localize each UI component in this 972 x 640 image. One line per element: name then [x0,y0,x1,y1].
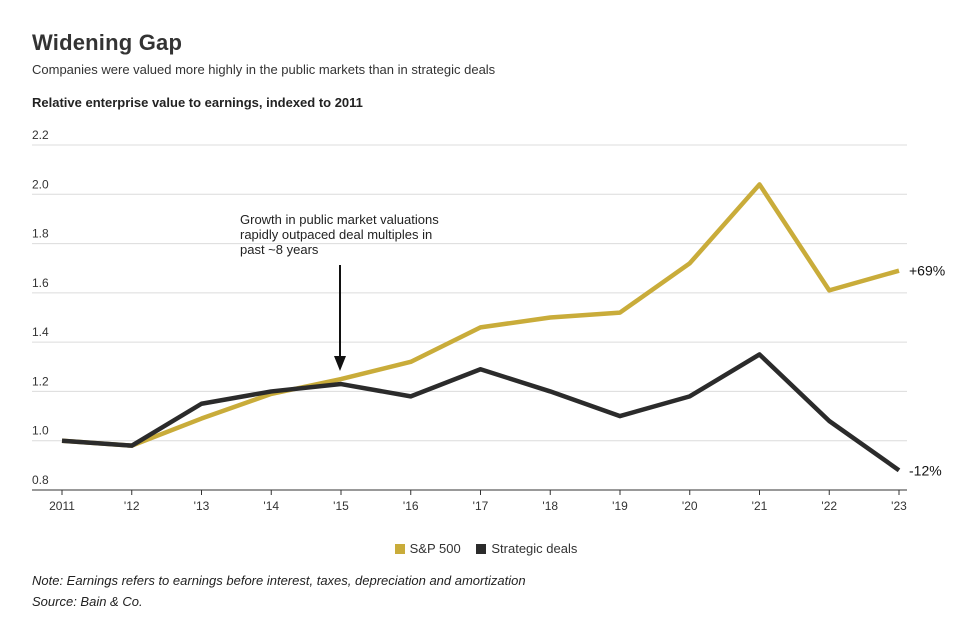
legend: S&P 500 Strategic deals [0,541,972,556]
x-axis: 2011 '12 '13 '14 '15 '16 '17 '18 '19 '20 '21 '22 '23 [32,489,907,513]
x-tick-label: '14 [263,499,279,513]
chart-title: Widening Gap [32,30,183,55]
annotation: Growth in public market valuationsrapidl… [240,212,439,371]
y-tick-label: 1.6 [32,276,49,290]
annotation-text-line: Growth in public market valuations [240,212,439,227]
y-tick-label: 0.8 [32,473,49,487]
end-label-strategic-deals: -12% [909,462,942,478]
x-tick-label: 2011 [49,499,75,513]
footnote: Note: Earnings refers to earnings before… [32,573,526,588]
legend-swatch-strategic-deals [476,544,487,554]
end-label-sp500: +69% [909,263,945,279]
annotation-arrow-head [334,356,346,371]
x-tick-label: '20 [682,499,698,513]
series-layer [61,182,901,473]
x-tick-label: '22 [821,499,837,513]
legend-item-sp500: S&P 500 [394,541,461,556]
source-note: Source: Bain & Co. [32,594,143,609]
end-labels: +69% -12% [909,263,945,479]
x-tick-label: '19 [612,499,628,513]
y-tick-label: 1.2 [32,374,49,388]
annotation-text-line: rapidly outpaced deal multiples in [240,227,432,242]
x-tick-label: '13 [194,499,210,513]
x-tick-label: '23 [891,499,907,513]
x-tick-label: '15 [333,499,349,513]
gridlines [32,144,907,442]
y-tick-label: 1.8 [32,227,49,241]
series-line-strategic-deals [61,352,901,473]
series-line-sp500 [61,182,900,448]
legend-label-sp500: S&P 500 [409,541,461,556]
y-tick-label: 1.4 [32,325,49,339]
annotation-text-line: past ~8 years [240,242,319,257]
x-tick-label: '18 [542,499,558,513]
legend-swatch-sp500 [394,544,405,554]
chart-subtitle: Companies were valued more highly in the… [32,62,496,77]
y-tick-label: 2.0 [32,177,49,191]
legend-label-strategic-deals: Strategic deals [491,541,578,556]
y-axis-ticks: 0.8 1.0 1.2 1.4 1.6 1.8 2.0 2.2 [32,128,49,487]
x-tick-label: '16 [403,499,419,513]
y-tick-label: 1.0 [32,424,49,438]
y-tick-label: 2.2 [32,128,49,142]
y-axis-title: Relative enterprise value to earnings, i… [32,95,363,110]
x-tick-label: '17 [473,499,489,513]
legend-item-strategic-deals: Strategic deals [476,541,577,556]
x-tick-label: '12 [124,499,140,513]
x-tick-label: '21 [752,499,768,513]
